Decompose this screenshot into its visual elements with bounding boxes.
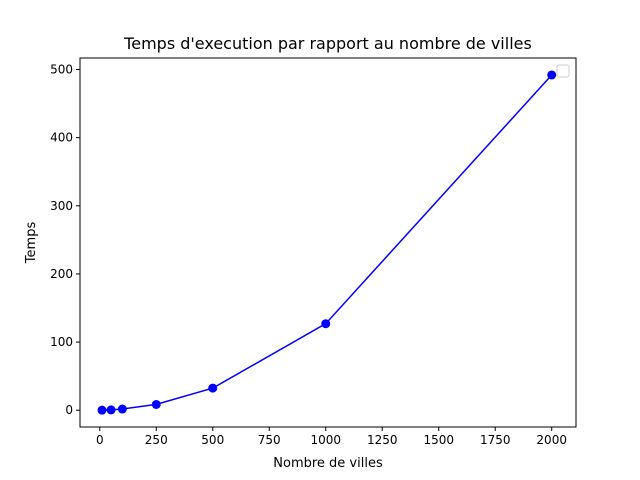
x-tick-label: 2000 [536,433,567,447]
x-axis-ticks: 0 250 500 750 1000 1250 1500 1750 2000 [96,427,567,447]
chart-title: Temps d'execution par rapport au nombre … [123,34,532,53]
x-tick-label: 0 [96,433,104,447]
data-point [106,405,116,415]
plot-area [80,58,576,427]
x-tick-label: 1000 [310,433,341,447]
legend-box [556,64,570,78]
y-tick-label: 400 [50,131,73,145]
y-tick-label: 200 [50,267,73,281]
x-tick-label: 1500 [423,433,454,447]
plot-frame [79,57,577,428]
y-tick-label: 300 [50,199,73,213]
y-tick-label: 0 [65,403,73,417]
data-point [547,70,557,80]
y-tick-label: 500 [50,63,73,77]
y-axis-ticks: 0 100 200 300 400 500 [50,63,80,417]
x-tick-label: 1750 [480,433,511,447]
data-point [97,405,107,415]
data-point [117,404,127,414]
x-tick-label: 500 [201,433,224,447]
x-tick-label: 750 [258,433,281,447]
x-tick-label: 1250 [367,433,398,447]
y-axis-label: Temps [24,222,39,265]
data-point [151,399,161,409]
series-layer [97,70,557,415]
data-point [208,383,218,393]
y-tick-label: 100 [50,335,73,349]
x-tick-label: 250 [145,433,168,447]
x-axis-label: Nombre de villes [273,456,383,471]
data-point [321,319,331,329]
